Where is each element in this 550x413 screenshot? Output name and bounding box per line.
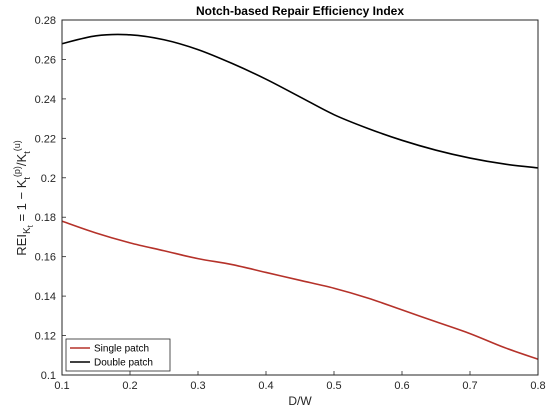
x-tick-label: 0.2 — [122, 380, 137, 392]
y-axis-label-rei: REI — [14, 234, 29, 256]
y-axis-label-sub-t: t — [26, 224, 35, 227]
x-axis-ticks: 0.1 0.2 0.3 0.4 0.5 0.6 0.7 0.8 — [54, 371, 546, 392]
x-tick-label: 0.6 — [394, 380, 409, 392]
plot-area — [62, 20, 538, 375]
y-tick-label: 0.14 — [35, 291, 56, 303]
y-tick-label: 0.18 — [35, 212, 56, 224]
legend: Single patch Double patch — [65, 338, 171, 372]
legend-label-single-patch: Single patch — [94, 344, 149, 355]
y-axis-label-sup2: (u) — [12, 140, 22, 151]
x-tick-label: 0.4 — [258, 380, 273, 392]
y-axis-ticks: 0.1 0.12 0.14 0.16 0.18 0.2 0.22 0.24 0.26 0.28 — [35, 15, 66, 382]
legend-label-double-patch: Double patch — [94, 358, 153, 369]
y-axis-label-eq: = 1 − K — [14, 179, 29, 225]
y-tick-label: 0.24 — [35, 94, 56, 106]
y-axis-label-t1: t — [22, 177, 32, 180]
x-tick-label: 0.8 — [530, 380, 545, 392]
legend-box — [65, 338, 171, 372]
y-axis-label-sup1: (p) — [12, 166, 22, 177]
y-tick-label: 0.1 — [41, 370, 56, 382]
x-axis-label: D/W — [288, 394, 312, 408]
y-tick-label: 0.26 — [35, 54, 56, 66]
x-tick-label: 0.5 — [326, 380, 341, 392]
y-tick-label: 0.12 — [35, 331, 56, 343]
y-axis-label-sub-k: K — [22, 227, 33, 234]
x-tick-label: 0.7 — [462, 380, 477, 392]
series-line-double-patch — [61, 33, 539, 169]
y-tick-label: 0.2 — [41, 173, 56, 185]
x-tick-label: 0.1 — [54, 380, 69, 392]
chart-title: Notch-based Repair Efficiency Index — [196, 4, 404, 18]
y-tick-label: 0.22 — [35, 133, 56, 145]
y-axis-label-slash: /K — [14, 153, 29, 166]
plot-frame — [61, 19, 539, 376]
series-line-single-patch — [61, 220, 539, 360]
y-axis-label: REIKt = 1 − Kt(p)/Kt(u) — [12, 140, 35, 255]
y-tick-label: 0.16 — [35, 252, 56, 264]
y-axis-label-t2: t — [22, 151, 32, 154]
x-tick-label: 0.3 — [190, 380, 205, 392]
series-layer — [61, 33, 539, 360]
y-tick-label: 0.28 — [35, 15, 56, 27]
